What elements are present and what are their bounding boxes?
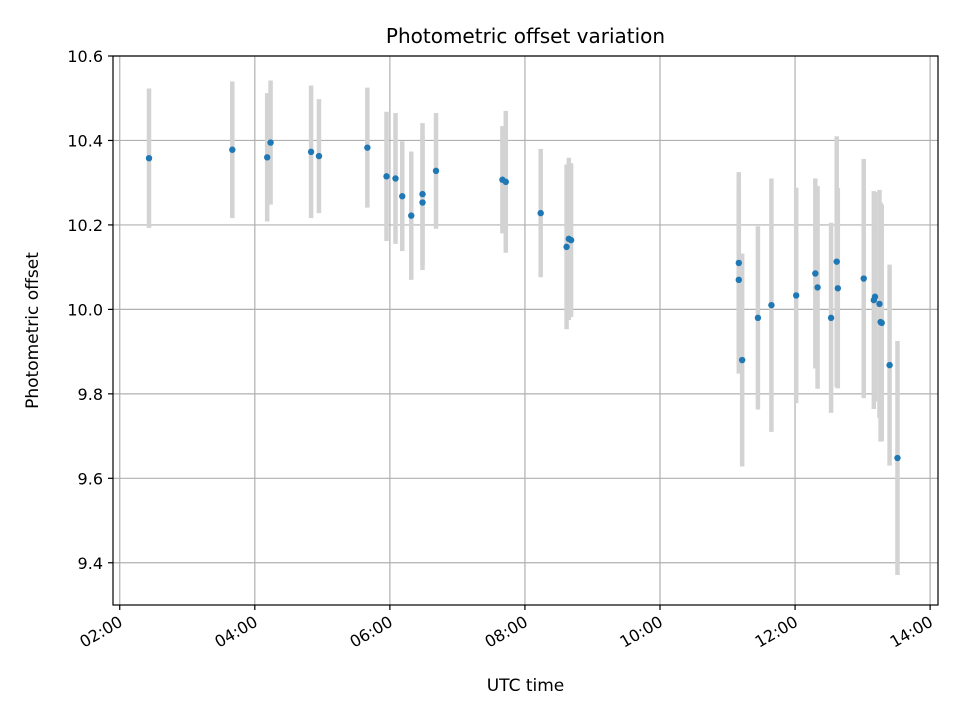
grid [113,55,938,605]
y-tick-label: 10.6 [67,47,103,66]
data-point [419,199,426,206]
data-point [315,152,323,160]
data-point [833,258,840,265]
data-point [537,209,544,217]
data-point [860,275,867,282]
data-point [432,167,440,175]
y-tick-label: 10.0 [67,300,103,319]
y-tick-label: 9.4 [78,554,103,573]
data-point [383,173,390,180]
data-point [502,178,510,186]
y-axis-label: Photometric offset [23,252,43,409]
data-point [563,243,570,251]
x-axis-label: UTC time [487,676,565,696]
data-point [812,270,819,277]
data-point [419,190,426,198]
data-point [876,300,883,308]
data-point [364,144,371,151]
data-point [567,236,575,244]
chart-title: Photometric offset variation [386,24,665,48]
y-tick-label: 10.4 [67,131,103,150]
data-point [792,292,800,299]
data-point [768,301,775,309]
data-point [392,175,399,182]
data-point [307,148,315,156]
data-point [735,276,742,284]
y-tick-label: 9.8 [78,385,103,404]
data-point [399,193,406,200]
data-points [145,139,901,462]
data-point [886,361,893,369]
y-tick-label: 10.2 [67,216,103,235]
data-point [834,285,842,292]
data-point [229,146,236,153]
data-point [894,454,901,462]
data-point [754,314,762,322]
data-point [738,356,746,364]
data-point [878,319,885,327]
data-point [408,212,415,219]
data-point [145,154,153,162]
data-point [735,259,742,267]
y-axis-ticks: 9.4 9.6 9.8 10.0 10.2 10.4 10.6 [67,47,113,573]
data-point [827,314,835,322]
data-point [814,284,821,291]
data-point [871,293,879,300]
data-point [263,154,271,161]
data-point [267,139,274,146]
y-tick-label: 9.6 [78,469,103,488]
